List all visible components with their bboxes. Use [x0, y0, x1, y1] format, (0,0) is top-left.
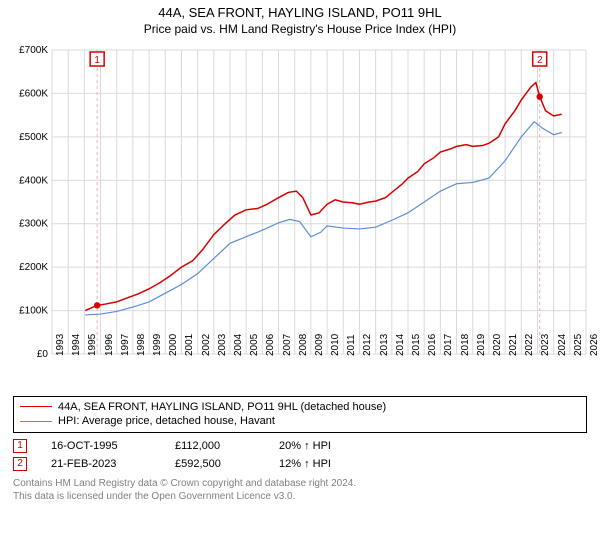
- x-tick-label: 1994: [71, 333, 82, 355]
- x-tick-label: 2021: [508, 333, 519, 355]
- x-tick-label: 2014: [395, 333, 406, 355]
- x-tick-label: 1997: [120, 333, 131, 355]
- x-tick-label: 2011: [346, 334, 357, 356]
- x-tick-label: 2009: [314, 333, 325, 355]
- x-tick-label: 2006: [265, 333, 276, 355]
- transaction-row: 2 21-FEB-2023 £592,500 12% ↑ HPI: [13, 457, 587, 471]
- transaction-marker: 1: [13, 439, 27, 453]
- svg-text:£500K: £500K: [19, 131, 48, 142]
- svg-text:2: 2: [537, 55, 543, 66]
- svg-text:£300K: £300K: [19, 218, 48, 229]
- x-tick-label: 1996: [104, 333, 115, 355]
- x-tick-label: 2022: [524, 333, 535, 355]
- x-tick-label: 2010: [330, 333, 341, 355]
- footer: Contains HM Land Registry data © Crown c…: [13, 477, 587, 503]
- x-tick-label: 2019: [476, 333, 487, 355]
- x-tick-label: 2015: [411, 333, 422, 355]
- x-tick-label: 2012: [362, 333, 373, 355]
- x-tick-label: 2002: [201, 333, 212, 355]
- footer-line: Contains HM Land Registry data © Crown c…: [13, 477, 587, 490]
- x-tick-label: 2008: [298, 333, 309, 355]
- x-tick-label: 1998: [136, 333, 147, 355]
- legend-label: 44A, SEA FRONT, HAYLING ISLAND, PO11 9HL…: [58, 400, 386, 415]
- transaction-delta: 12% ↑ HPI: [279, 458, 331, 470]
- x-axis-labels: 1993199419951996199719981999200020012002…: [10, 354, 590, 392]
- x-tick-label: 2023: [540, 333, 551, 355]
- svg-text:£200K: £200K: [19, 262, 48, 273]
- x-tick-label: 2000: [168, 333, 179, 355]
- svg-text:£600K: £600K: [19, 88, 48, 99]
- transaction-marker: 2: [13, 457, 27, 471]
- x-tick-label: 2003: [217, 333, 228, 355]
- transaction-list: 1 16-OCT-1995 £112,000 20% ↑ HPI 2 21-FEB-202…: [10, 435, 590, 471]
- x-tick-label: 2026: [589, 333, 600, 355]
- legend-swatch: [20, 406, 52, 407]
- footer-line: This data is licensed under the Open Gov…: [13, 490, 587, 503]
- transaction-price: £112,000: [175, 440, 255, 452]
- svg-text:£400K: £400K: [19, 175, 48, 186]
- transaction-row: 1 16-OCT-1995 £112,000 20% ↑ HPI: [13, 439, 587, 453]
- x-tick-label: 2024: [557, 333, 568, 355]
- x-tick-label: 1999: [152, 333, 163, 355]
- transaction-price: £592,500: [175, 458, 255, 470]
- x-tick-label: 2016: [427, 333, 438, 355]
- transaction-date: 16-OCT-1995: [51, 440, 151, 452]
- chart-subtitle: Price paid vs. HM Land Registry's House …: [10, 22, 590, 36]
- legend-row: HPI: Average price, detached house, Hava…: [20, 414, 580, 429]
- chart-title: 44A, SEA FRONT, HAYLING ISLAND, PO11 9HL: [10, 4, 590, 22]
- x-tick-label: 2017: [443, 333, 454, 355]
- x-tick-label: 2005: [249, 333, 260, 355]
- x-tick-label: 1995: [87, 333, 98, 355]
- x-tick-label: 1993: [55, 333, 66, 355]
- x-tick-label: 2020: [492, 333, 503, 355]
- x-tick-label: 2025: [573, 333, 584, 355]
- svg-text:1: 1: [94, 55, 100, 66]
- x-tick-label: 2013: [379, 333, 390, 355]
- legend-swatch: [20, 421, 52, 422]
- svg-text:£700K: £700K: [19, 45, 48, 56]
- x-tick-label: 2018: [460, 333, 471, 355]
- chart: £0£100K£200K£300K£400K£500K£600K£700K12 …: [10, 42, 590, 392]
- transaction-delta: 20% ↑ HPI: [279, 440, 331, 452]
- legend-label: HPI: Average price, detached house, Hava…: [58, 414, 275, 429]
- x-tick-label: 2001: [184, 333, 195, 355]
- transaction-date: 21-FEB-2023: [51, 458, 151, 470]
- x-tick-label: 2007: [282, 333, 293, 355]
- legend: 44A, SEA FRONT, HAYLING ISLAND, PO11 9HL…: [13, 396, 587, 434]
- svg-text:£100K: £100K: [19, 305, 48, 316]
- legend-row: 44A, SEA FRONT, HAYLING ISLAND, PO11 9HL…: [20, 400, 580, 415]
- x-tick-label: 2004: [233, 333, 244, 355]
